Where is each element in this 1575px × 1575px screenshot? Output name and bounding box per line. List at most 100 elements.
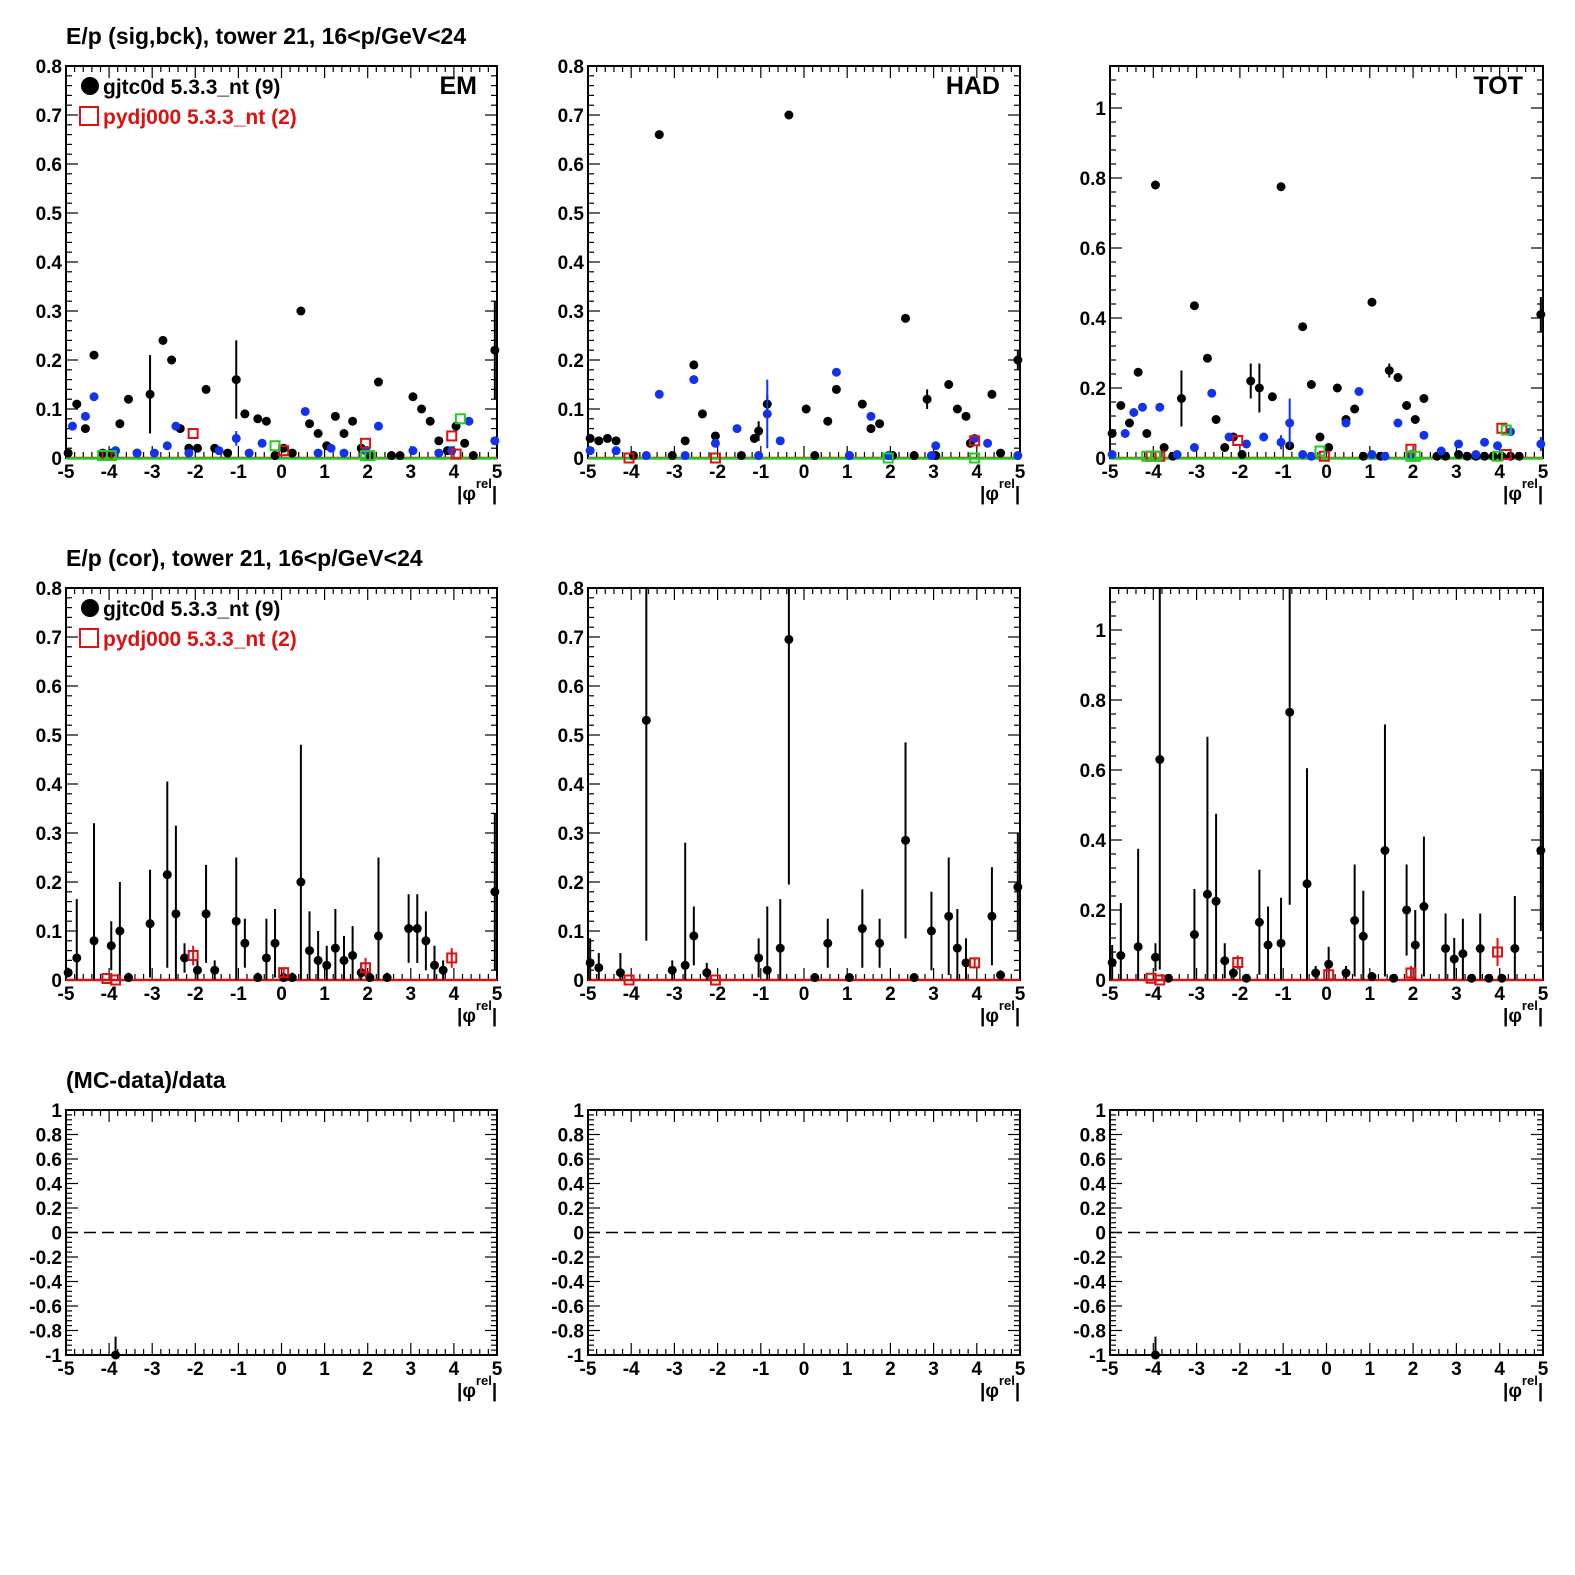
chart-title: E/p (sig,bck), tower 21, 16<p/GeV<24 — [66, 23, 466, 49]
x-tick-label: -5 — [1102, 1359, 1119, 1380]
x-tick-label: 1 — [319, 1359, 330, 1380]
data-point — [1536, 846, 1546, 855]
data-point — [270, 938, 280, 948]
data-point — [1367, 297, 1377, 307]
x-tick-label: 2 — [362, 984, 373, 1005]
data-point — [434, 448, 444, 458]
y-tick-label: 0.1 — [36, 922, 63, 943]
data-point — [63, 448, 73, 458]
data-point — [1107, 429, 1117, 438]
data-point — [1306, 380, 1316, 389]
data-point — [214, 446, 224, 456]
data-point — [1449, 954, 1459, 964]
x-tick-label: 0 — [276, 984, 287, 1005]
data-point — [969, 452, 981, 464]
y-tick-label: 0.5 — [36, 726, 63, 747]
data-point — [844, 973, 854, 983]
data-point — [404, 924, 414, 934]
data-point — [1358, 931, 1368, 941]
x-tick-label: -3 — [666, 1359, 683, 1380]
data-point — [313, 955, 323, 965]
data-point — [231, 916, 241, 926]
data-point — [434, 436, 444, 446]
x-tick-label: -2 — [1231, 462, 1248, 483]
data-point — [1536, 310, 1546, 319]
y-tick-label: 0.5 — [558, 204, 585, 225]
data-point — [80, 424, 90, 434]
y-tick-label: 0.8 — [36, 579, 62, 600]
data-point — [253, 973, 263, 983]
y-tick-label: 0.2 — [1080, 901, 1106, 922]
data-point — [1276, 437, 1286, 447]
y-tick-label: -0.4 — [551, 1273, 584, 1294]
data-point — [823, 416, 833, 426]
x-axis-label: |φrel| — [457, 998, 497, 1027]
data-point — [180, 953, 190, 963]
data-point — [1514, 451, 1524, 461]
data-point — [702, 968, 712, 978]
data-point — [287, 973, 297, 983]
y-tick-label: 0.6 — [36, 1150, 62, 1171]
x-tick-label: -5 — [580, 462, 597, 483]
x-axis-label-end: | — [492, 1006, 497, 1027]
data-point — [106, 941, 116, 951]
y-tick-label: 0.2 — [558, 351, 584, 372]
data-point — [1402, 401, 1412, 410]
data-point — [1155, 402, 1165, 412]
plot-frame — [587, 587, 1021, 981]
data-point — [749, 433, 759, 443]
data-point — [115, 419, 125, 429]
x-tick-label: 0 — [1321, 1359, 1332, 1380]
data-point — [996, 970, 1006, 980]
x-tick-label: 1 — [842, 1359, 853, 1380]
x-tick-label: 2 — [885, 984, 896, 1005]
data-point — [348, 416, 358, 426]
data-point — [110, 974, 122, 986]
x-axis-label-end: | — [492, 1381, 497, 1402]
data-point — [987, 389, 997, 399]
data-point — [801, 404, 811, 414]
x-tick-label: 1 — [319, 984, 330, 1005]
data-point — [654, 389, 664, 399]
x-tick-label: 4 — [972, 984, 983, 1005]
data-point — [611, 436, 621, 446]
data-point — [709, 974, 721, 986]
data-point — [1354, 387, 1364, 396]
data-point — [1410, 415, 1420, 424]
x-tick-label: 0 — [799, 1359, 810, 1380]
data-point — [162, 870, 172, 880]
legend-label: pydj000 5.3.3_nt (2) — [103, 628, 297, 651]
data-point — [1150, 1350, 1160, 1360]
data-point — [1324, 959, 1334, 969]
y-tick-label: 0.7 — [558, 106, 584, 127]
y-tick-label: 0.6 — [36, 155, 62, 176]
data-point — [80, 411, 90, 421]
y-tick-label: 0.4 — [1080, 1175, 1107, 1196]
y-tick-label: 0.2 — [36, 351, 62, 372]
data-point — [1323, 969, 1335, 981]
y-tick-label: 0.6 — [1080, 761, 1106, 782]
data-point — [1462, 451, 1472, 461]
x-tick-label: 4 — [1494, 462, 1505, 483]
data-point — [1159, 443, 1169, 452]
x-tick-label: -5 — [1102, 984, 1119, 1005]
y-tick-label: 0.4 — [1080, 309, 1107, 330]
data-point — [641, 715, 651, 725]
y-tick-label: -0.8 — [1073, 1322, 1106, 1343]
data-point — [1155, 755, 1165, 764]
x-tick-label: -4 — [101, 462, 118, 483]
data-point — [1241, 973, 1251, 983]
y-tick-label: 1 — [51, 1101, 62, 1122]
data-point — [72, 953, 82, 963]
data-point — [1202, 353, 1212, 363]
data-point — [1224, 432, 1234, 442]
data-point — [1237, 450, 1247, 459]
data-point — [67, 421, 77, 431]
x-tick-label: -5 — [58, 1359, 75, 1380]
data-point — [831, 384, 841, 394]
x-tick-label: -5 — [58, 462, 75, 483]
data-point — [1405, 967, 1417, 979]
data-point — [1324, 443, 1334, 452]
x-tick-label: -5 — [58, 984, 75, 1005]
y-tick-label: 0.4 — [558, 775, 585, 796]
